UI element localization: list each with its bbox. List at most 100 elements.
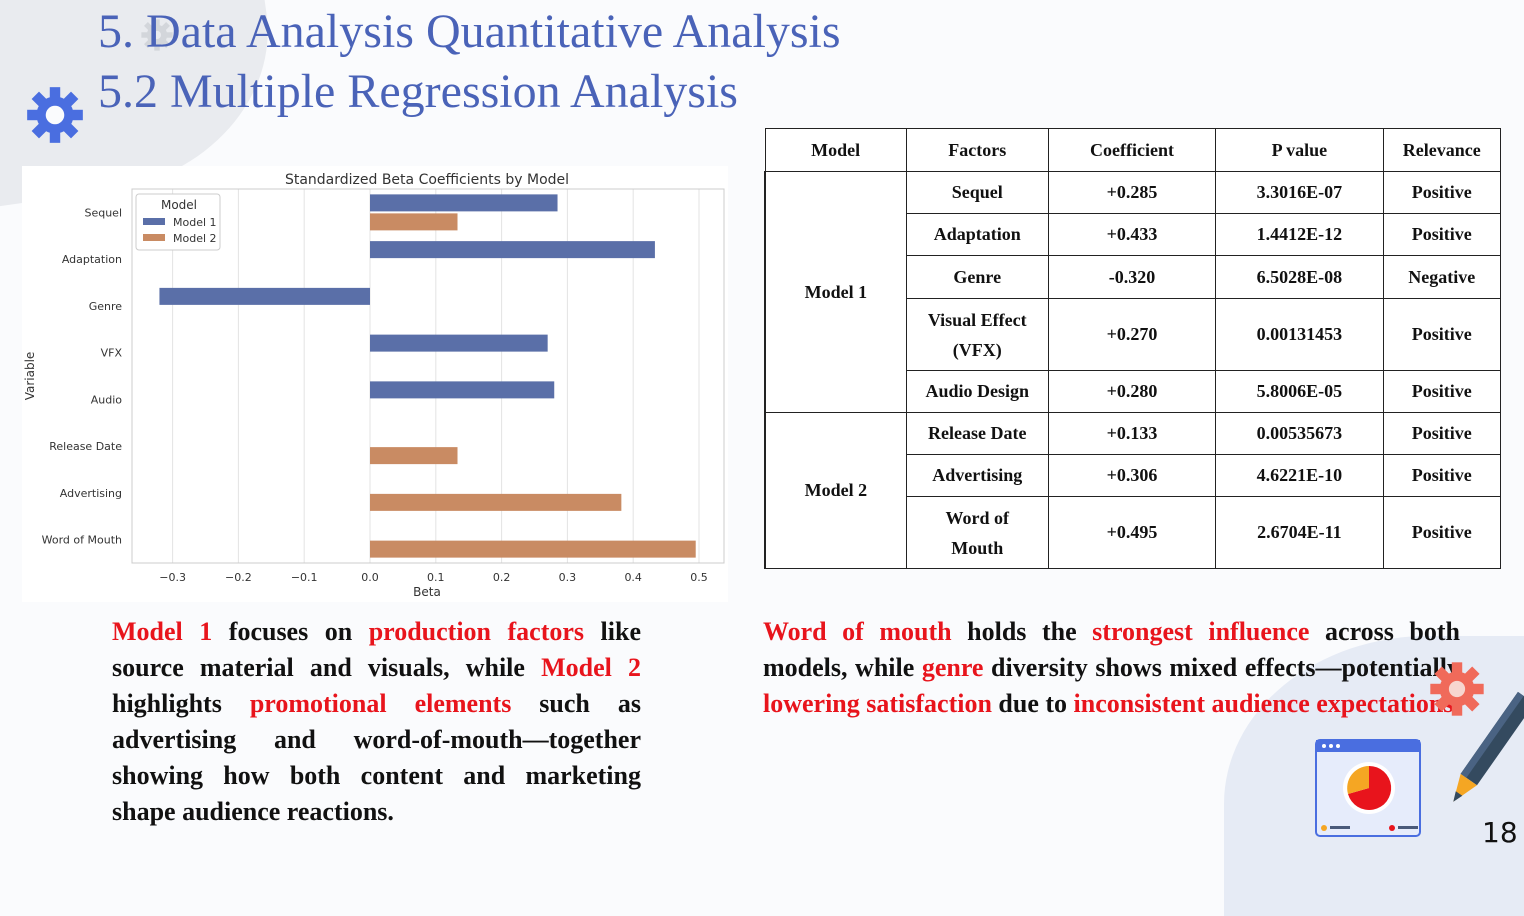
coef-cell: +0.280: [1047, 370, 1217, 413]
bar-model-2: [370, 447, 458, 465]
factor-cell: Visual Effect (VFX): [905, 298, 1049, 371]
relevance-cell: Positive: [1382, 213, 1502, 256]
pie-chart-window-icon: [1315, 739, 1421, 837]
relevance-cell: Positive: [1382, 171, 1502, 214]
model-1-cell: Model 1: [763, 171, 907, 413]
highlight-text: production factors: [368, 617, 585, 646]
table-row: Genre -0.320 6.5028E-08 Negative: [765, 255, 1502, 299]
table-row: Advertising +0.306 4.6221E-10 Positive: [765, 454, 1502, 497]
p-value-cell: 6.5028E-08: [1215, 255, 1384, 299]
relevance-cell: Positive: [1382, 412, 1502, 455]
factor-line: (VFX): [952, 339, 1002, 360]
table-row: Model 2 Release Date +0.133 0.00535673 P…: [763, 412, 1502, 569]
body-text: diversity shows mixed effects—potentiall…: [983, 653, 1460, 682]
y-tick-label: Genre: [89, 300, 123, 313]
header-p-value: P value: [1215, 128, 1384, 172]
y-tick-label: Word of Mouth: [42, 534, 122, 547]
factor-cell: Word of Mouth: [905, 496, 1049, 569]
factor-cell: Sequel: [905, 171, 1049, 214]
bar-model-1: [370, 381, 555, 399]
y-tick-label: Release Date: [49, 440, 122, 453]
factor-cell: Advertising: [905, 454, 1049, 497]
y-axis-label: Variable: [23, 352, 37, 401]
plot-area: [131, 188, 725, 564]
coef-cell: +0.495: [1047, 496, 1217, 569]
x-tick-label: 0.4: [624, 571, 642, 584]
red-gear-icon: [1430, 662, 1484, 716]
y-tick-label: Advertising: [60, 487, 122, 500]
factor-cell: Genre: [905, 255, 1049, 299]
p-value-cell: 5.8006E-05: [1215, 370, 1384, 413]
y-tick-label: Adaptation: [62, 253, 122, 266]
y-tick-label: Sequel: [84, 206, 122, 219]
legend-label-model-1: Model 1: [173, 216, 217, 229]
header-relevance: Relevance: [1382, 128, 1502, 172]
coef-cell: +0.433: [1047, 213, 1217, 256]
model-summary-paragraph: Model 1 focuses on production factors li…: [112, 614, 641, 830]
influence-summary-paragraph: Word of mouth holds the strongest influe…: [763, 614, 1460, 722]
relevance-cell: Positive: [1382, 370, 1502, 413]
x-tick-label: −0.2: [225, 571, 252, 584]
body-text: highlights: [112, 689, 250, 718]
slide-title: 5. Data Analysis Quantitative Analysis: [98, 5, 841, 58]
p-value-cell: 1.4412E-12: [1215, 213, 1384, 256]
coef-cell: +0.306: [1047, 454, 1217, 497]
legend-swatch-model-2: [143, 234, 165, 241]
chart-legend: Model Model 1 Model 2: [135, 193, 221, 251]
p-value-cell: 0.00131453: [1215, 298, 1384, 371]
p-value-cell: 3.3016E-07: [1215, 171, 1384, 214]
chart-panel: Standardized Beta Coefficients by Model …: [22, 166, 728, 602]
p-value-cell: 0.00535673: [1215, 412, 1384, 455]
bar-model-2: [370, 540, 696, 558]
y-tick-label: Audio: [91, 393, 123, 406]
highlight-text: Word of mouth: [763, 617, 952, 646]
relevance-cell: Negative: [1382, 255, 1502, 299]
bar-model-1: [159, 287, 370, 305]
highlight-text: Model 2: [541, 653, 642, 682]
body-text: such as advertising and word-of-mouth—to…: [112, 689, 641, 826]
bar-model-2: [370, 213, 458, 231]
x-tick-label: −0.1: [291, 571, 318, 584]
bar-model-1: [370, 194, 558, 212]
page-number: 18: [1482, 816, 1518, 849]
relevance-cell: Positive: [1382, 496, 1502, 569]
coef-cell: -0.320: [1047, 255, 1217, 299]
x-tick-label: 0.0: [361, 571, 379, 584]
x-tick-label: −0.3: [159, 571, 186, 584]
small-gear-icon: [141, 19, 173, 51]
highlight-text: lowering satisfaction: [763, 689, 992, 718]
beta-coefficient-chart: Standardized Beta Coefficients by Model …: [23, 172, 725, 599]
p-value-cell: 4.6221E-10: [1215, 454, 1384, 497]
blue-gear-icon: [27, 87, 83, 143]
coef-cell: +0.270: [1047, 298, 1217, 371]
highlight-text: Model 1: [112, 617, 213, 646]
legend-swatch-model-1: [143, 218, 165, 225]
p-value-cell: 2.6704E-11: [1215, 496, 1384, 569]
factor-line: Word of: [945, 507, 1009, 528]
highlight-text: inconsistent audience expectations.: [1073, 689, 1460, 718]
y-tick-label: VFX: [101, 347, 123, 360]
body-text: focuses on: [212, 617, 369, 646]
bar-model-1: [370, 241, 655, 259]
model-2-cell: Model 2: [763, 412, 907, 569]
factor-line: Mouth: [951, 537, 1004, 558]
x-tick-label: 0.2: [493, 571, 511, 584]
bar-model-1: [370, 334, 548, 352]
table-row: Adaptation +0.433 1.4412E-12 Positive: [765, 213, 1502, 256]
relevance-cell: Positive: [1382, 454, 1502, 497]
coef-cell: +0.285: [1047, 171, 1217, 214]
factor-line: Visual Effect: [927, 309, 1027, 330]
header-model: Model: [764, 128, 907, 172]
bar-model-2: [370, 493, 622, 511]
body-text: like source material and visuals, while: [112, 617, 641, 682]
chart-title: Standardized Beta Coefficients by Model: [285, 172, 569, 188]
body-text: across both models, while: [763, 617, 1461, 682]
x-axis-label: Beta: [413, 585, 441, 599]
header-coefficient: Coefficient: [1047, 128, 1217, 172]
highlight-text: strongest influence: [1092, 617, 1310, 646]
legend-label-model-2: Model 2: [173, 232, 217, 245]
slide-subtitle: 5.2 Multiple Regression Analysis: [98, 65, 738, 118]
body-text: holds the: [951, 617, 1093, 646]
table-row: Word of Mouth +0.495 2.6704E-11 Positive: [765, 496, 1502, 569]
pencil-icon: [1453, 691, 1524, 802]
